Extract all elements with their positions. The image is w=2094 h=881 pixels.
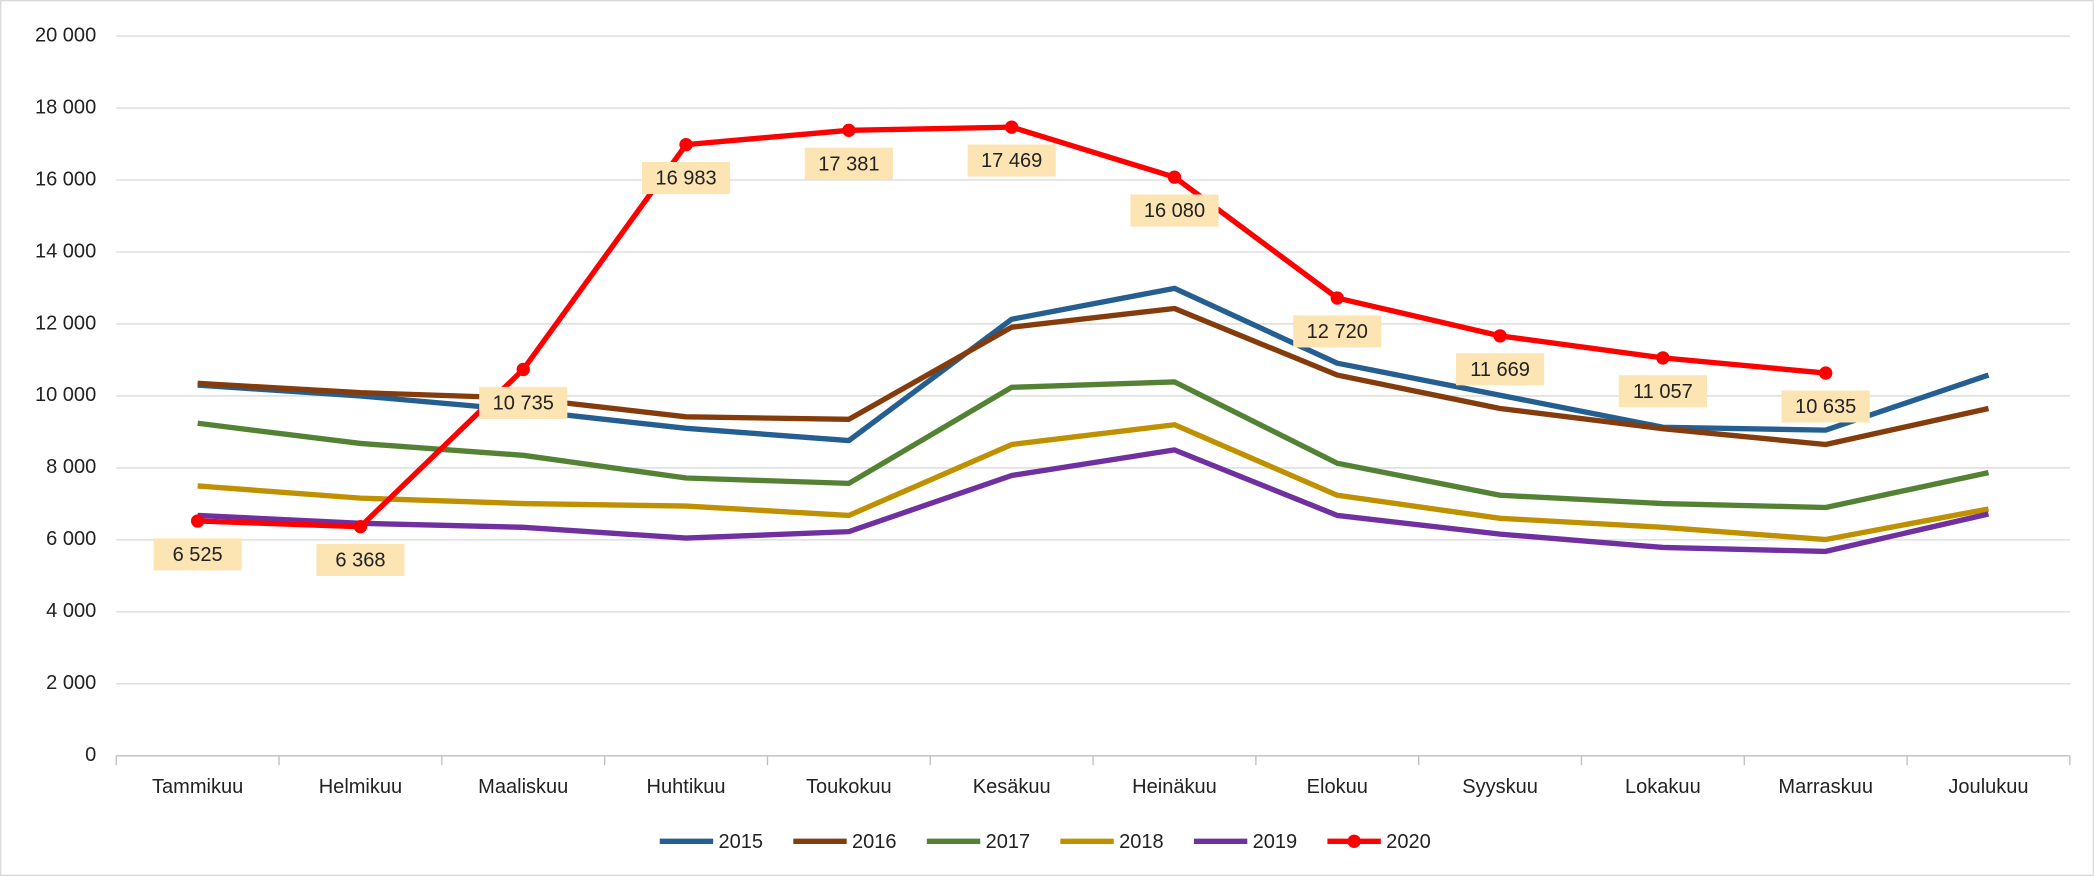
- x-tick-label: Heinäkuu: [1132, 776, 1217, 798]
- y-tick-label: 18 000: [35, 96, 96, 118]
- data-label: 12 720: [1307, 321, 1368, 343]
- data-label: 6 368: [335, 550, 385, 572]
- data-label-box: [641, 161, 731, 195]
- y-tick-label: 8 000: [46, 456, 96, 478]
- data-label: 16 080: [1144, 200, 1205, 222]
- data-label: 11 669: [1470, 359, 1530, 381]
- data-label-box: [804, 147, 893, 180]
- point-marker: [353, 519, 368, 534]
- x-tick-label: Toukokuu: [806, 776, 892, 798]
- y-tick-label: 10 000: [35, 384, 96, 406]
- point-marker: [1330, 291, 1344, 305]
- y-tick-label: 2 000: [46, 672, 96, 694]
- data-label-box: [1618, 375, 1707, 408]
- point-marker: [1167, 170, 1182, 184]
- point-marker: [1819, 366, 1833, 380]
- data-label-box: [1293, 315, 1382, 348]
- legend-label: 2020: [1386, 831, 1431, 853]
- series-line: [197, 447, 1990, 555]
- x-tick-label: Marraskuu: [1778, 776, 1873, 798]
- y-tick-label: 0: [85, 744, 96, 766]
- legend-label: 2018: [1119, 831, 1164, 853]
- data-label: 11 057: [1633, 381, 1693, 403]
- x-tick-label: Syyskuu: [1462, 776, 1538, 798]
- x-tick-label: Elokuu: [1307, 776, 1368, 798]
- point-marker: [1004, 120, 1019, 134]
- y-tick-label: 14 000: [35, 240, 96, 262]
- point-marker: [190, 514, 205, 528]
- legend-label: 2017: [986, 831, 1031, 853]
- x-tick-label: Huhtikuu: [647, 776, 726, 798]
- point-marker: [842, 123, 856, 137]
- legend-label: 2016: [852, 831, 897, 853]
- series-line: [197, 379, 1990, 511]
- legend-label: 2019: [1253, 831, 1298, 853]
- y-tick-label: 16 000: [35, 168, 96, 190]
- data-label: 16 983: [655, 168, 716, 190]
- point-marker: [679, 137, 693, 152]
- y-tick-label: 20 000: [35, 24, 96, 46]
- point-marker: [1656, 351, 1670, 365]
- data-label: 17 469: [981, 150, 1042, 172]
- legend-label: 2015: [719, 831, 764, 853]
- data-label-box: [1130, 194, 1219, 227]
- data-label-box: [479, 386, 568, 419]
- point-marker: [516, 362, 530, 377]
- data-label: 17 381: [818, 153, 879, 175]
- data-label-box: [1781, 390, 1870, 423]
- y-tick-label: 4 000: [46, 600, 96, 622]
- data-label: 6 525: [173, 544, 223, 566]
- data-label-box: [1456, 353, 1545, 386]
- y-tick-label: 6 000: [46, 528, 96, 550]
- data-label-box: [967, 144, 1056, 177]
- x-tick-label: Kesäkuu: [973, 776, 1051, 798]
- data-label-box: [153, 538, 242, 571]
- x-tick-label: Helmikuu: [319, 776, 402, 798]
- series-line: [197, 422, 1989, 543]
- data-label: 10 635: [1795, 396, 1856, 418]
- x-tick-label: Maaliskuu: [478, 776, 568, 798]
- x-tick-label: Tammikuu: [152, 776, 243, 798]
- legend-marker: [1347, 834, 1361, 848]
- data-label-box: [316, 544, 405, 577]
- data-label: 10 735: [493, 393, 554, 415]
- point-marker: [1493, 329, 1507, 343]
- x-tick-label: Joulukuu: [1948, 776, 2028, 798]
- x-tick-label: Lokakuu: [1625, 776, 1701, 798]
- y-tick-label: 12 000: [35, 312, 96, 334]
